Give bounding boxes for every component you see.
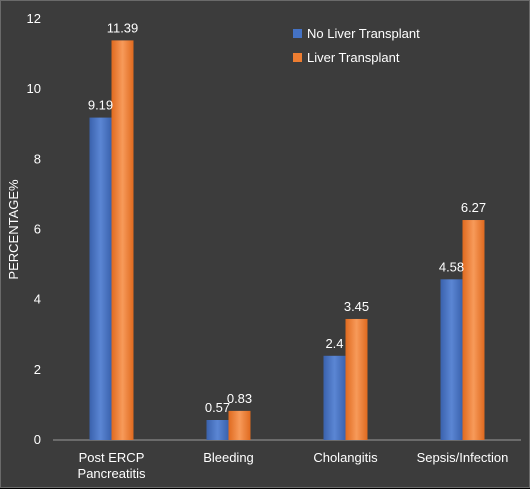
y-tick-label: 12 <box>27 11 41 26</box>
y-tick-label: 0 <box>34 432 41 447</box>
x-category-label: Sepsis/Infection <box>417 450 509 465</box>
bar-no-liver-transplant <box>440 279 463 440</box>
bar-no-liver-transplant <box>323 355 346 440</box>
bar-no-liver-transplant <box>206 420 229 440</box>
legend: No Liver Transplant Liver Transplant <box>293 26 420 65</box>
y-tick-label: 4 <box>34 292 41 307</box>
data-label: 9.19 <box>88 98 113 113</box>
bar-liver-transplant <box>111 40 134 441</box>
x-category-label: Cholangitis <box>313 450 378 465</box>
data-label: 0.83 <box>227 391 252 406</box>
y-tick-label: 2 <box>34 362 41 377</box>
bar-liver-transplant <box>462 220 485 440</box>
data-label: 4.58 <box>439 259 464 274</box>
legend-label: Liver Transplant <box>307 50 400 65</box>
data-label: 2.4 <box>325 336 343 351</box>
y-tick-label: 6 <box>34 222 41 237</box>
bars-layer <box>89 40 485 441</box>
data-label: 11.39 <box>107 20 139 35</box>
x-category-label: Post ERCP Pancreatitis <box>78 450 146 481</box>
legend-label: No Liver Transplant <box>307 26 420 41</box>
y-axis-title: PERCENTAGE% <box>6 179 21 280</box>
bar-liver-transplant <box>228 410 251 440</box>
bar-no-liver-transplant <box>89 117 112 440</box>
data-labels-layer: 9.19 11.39 0.570.83 2.4 3.45 4.58 6.27 <box>88 20 486 415</box>
y-tick-label: 10 <box>27 81 41 96</box>
x-category-label: Bleeding <box>203 450 254 465</box>
bar-liver-transplant <box>345 318 368 440</box>
data-label: 3.45 <box>344 299 369 314</box>
data-label: 0.57 <box>205 400 230 415</box>
y-tick-label: 8 <box>34 151 41 166</box>
legend-swatch <box>293 29 302 38</box>
legend-swatch <box>293 53 302 62</box>
data-label: 6.27 <box>461 200 486 215</box>
